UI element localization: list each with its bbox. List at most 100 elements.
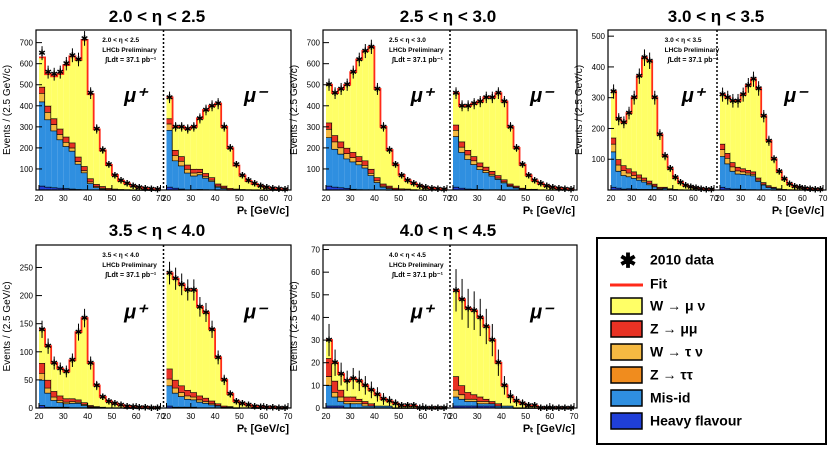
data-point: ✱ <box>519 398 527 408</box>
hf-bar <box>166 405 173 408</box>
annotation-text: 2.0 < η < 2.5 <box>102 37 139 44</box>
mu-plus-histogram: ✱✱✱✱✱✱✱✱✱✱✱✱✱✱✱✱✱✱✱✱ <box>38 31 161 194</box>
z-bar <box>338 389 345 397</box>
misid-bar <box>190 175 197 190</box>
x-axis-label: Pₜ [GeV/c] <box>237 205 289 217</box>
w-bar <box>196 306 203 396</box>
data-point: ✱ <box>531 401 539 411</box>
w-bar <box>626 113 632 169</box>
misid-bar <box>51 400 58 407</box>
data-point: ✱ <box>75 327 83 337</box>
panel-title: 4.0 < η < 4.5 <box>400 221 496 240</box>
z-bar <box>362 401 369 404</box>
w-bar <box>209 329 216 401</box>
wtau-bar <box>178 392 185 397</box>
w-bar <box>766 140 772 186</box>
misid-bar <box>63 146 70 189</box>
misid-bar <box>489 175 496 190</box>
w-bar <box>184 289 191 391</box>
mu-plus-label: μ⁺ <box>123 301 149 323</box>
data-point: ✱ <box>93 124 101 134</box>
misid-bar <box>326 137 333 186</box>
misid-bar <box>39 101 46 186</box>
x-tick-label: 50 <box>521 194 530 203</box>
w-bar <box>45 74 52 106</box>
x-axis-label: Pₜ [GeV/c] <box>237 423 289 435</box>
data-point: ✱ <box>362 380 370 390</box>
data-point: ✱ <box>245 400 253 410</box>
z-bar <box>215 403 222 406</box>
hf-bar <box>720 186 726 190</box>
data-point: ✱ <box>501 97 509 107</box>
misid-bar <box>184 172 191 190</box>
z-bar <box>356 156 363 162</box>
misid-bar <box>662 188 668 190</box>
misid-bar <box>730 170 736 189</box>
wtau-bar <box>483 401 490 404</box>
legend-item-z-tautau: Z → ττ <box>610 366 694 384</box>
wtau-bar <box>57 134 64 140</box>
wtau-bar <box>172 155 179 161</box>
misid-bar <box>720 156 726 187</box>
y-tick-label: 500 <box>592 32 606 41</box>
w-bar <box>525 175 532 189</box>
panels: 2.0 < η < 2.5 Events / (2.5 GeV/c) Pₜ [GeV… <box>2 7 828 435</box>
w-bar <box>501 385 508 406</box>
data-point: ✱ <box>349 374 357 384</box>
data-point: ✱ <box>239 399 247 409</box>
misid-bar <box>87 183 94 190</box>
data-point: ✱ <box>806 184 814 194</box>
data-point: ✱ <box>129 402 137 412</box>
z-bar <box>215 183 222 186</box>
x-tick-label: 50 <box>777 194 786 203</box>
misid-bar <box>386 405 393 408</box>
w-bar <box>745 85 751 170</box>
w-bar <box>39 329 46 364</box>
w-bar <box>465 105 472 150</box>
y-tick-label: 100 <box>592 155 606 164</box>
x-tick-label: 50 <box>668 194 677 203</box>
w-bar <box>93 385 100 407</box>
wtau-bar <box>326 128 333 138</box>
z-bar <box>69 398 76 402</box>
legend-label: Fit <box>650 276 667 292</box>
z-bar <box>81 402 88 405</box>
misid-bar <box>740 174 746 190</box>
misid-bar <box>344 158 351 189</box>
data-point: ✱ <box>386 396 394 406</box>
misid-bar <box>453 396 460 406</box>
y-tick-label: 700 <box>307 39 321 48</box>
w-bar <box>75 332 82 400</box>
z-bar <box>45 379 52 388</box>
w-bar <box>477 101 484 163</box>
w-bar <box>416 185 423 190</box>
w-bar <box>99 150 106 187</box>
data-point: ✱ <box>69 50 77 60</box>
z-bar <box>641 177 648 181</box>
x-tick-label: 40 <box>497 412 506 421</box>
data-point: ✱ <box>123 179 131 189</box>
misid-bar <box>93 187 100 190</box>
misid-bar <box>350 161 357 189</box>
misid-bar <box>374 405 381 408</box>
wtau-bar <box>636 177 642 180</box>
misid-bar <box>495 179 502 190</box>
x-tick-label: 30 <box>473 194 482 203</box>
annotation-text: ∫Ldt = 37.1 pb⁻¹ <box>104 57 157 64</box>
data-point: ✱ <box>489 335 497 345</box>
w-bar <box>124 183 131 190</box>
x-tick-label: 50 <box>394 412 403 421</box>
data-point: ✱ <box>63 59 71 69</box>
hf-bar <box>626 188 632 190</box>
hf-bar <box>332 405 339 408</box>
z-bar <box>631 171 637 176</box>
z-bar <box>184 164 191 169</box>
misid-bar <box>501 405 508 408</box>
mu-minus-histogram: ✱✱✱✱✱✱✱✱✱✱✱✱✱✱✱✱✱✱✱✱ <box>719 71 824 195</box>
w-bar <box>781 179 787 190</box>
wtau-bar <box>489 174 496 176</box>
w-bar <box>172 126 179 150</box>
z-bar <box>209 400 216 404</box>
wtau-bar <box>453 130 460 137</box>
legend-label: Mis-id <box>650 390 690 406</box>
